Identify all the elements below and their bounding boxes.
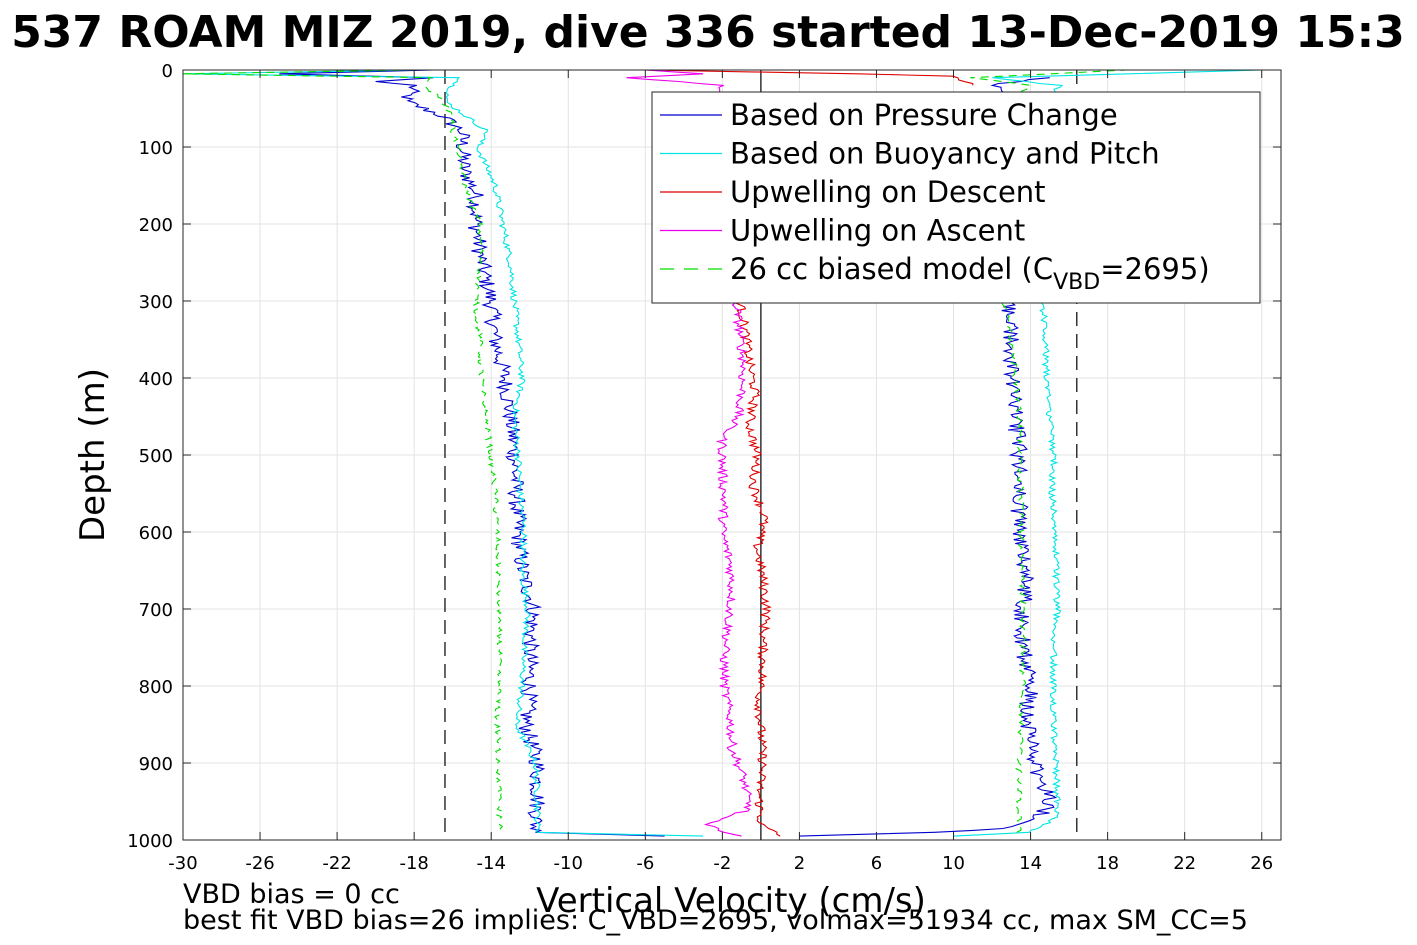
y-tick-label: 200 <box>139 215 173 236</box>
x-tick-label: 6 <box>871 853 882 874</box>
series-line <box>182 69 504 833</box>
x-axis-label: Vertical Velocity (cm/s) <box>536 881 926 921</box>
legend-label: Upwelling on Ascent <box>730 214 1025 248</box>
legend-label: Upwelling on Descent <box>730 175 1046 209</box>
y-axis-ticks: 0 100 200 300 400 500 600 700 800 900 1000 <box>127 61 1281 852</box>
legend: Based on Pressure Change Based on Buoyanc… <box>651 91 1261 304</box>
x-tick-label: -10 <box>554 853 583 874</box>
series-layer <box>182 69 1262 837</box>
x-tick-label: 22 <box>1173 853 1196 874</box>
y-tick-label: 0 <box>162 61 173 82</box>
series-line <box>279 69 665 837</box>
best-fit-note: best fit VBD bias=26 implies: C_VBD=2695… <box>183 905 1248 936</box>
x-tick-label: -26 <box>245 853 274 874</box>
x-tick-label: -14 <box>477 853 506 874</box>
series-line <box>703 300 753 837</box>
legend-box <box>651 91 1261 304</box>
series-line <box>733 300 781 837</box>
series-3 <box>645 69 974 837</box>
legend-label: Based on Buoyancy and Pitch <box>730 137 1160 171</box>
series-line <box>645 69 974 86</box>
y-tick-label: 600 <box>139 523 173 544</box>
x-tick-label: -30 <box>168 853 197 874</box>
y-tick-label: 700 <box>139 600 173 621</box>
vbd-bias-note: VBD bias = 0 cc <box>183 879 400 910</box>
y-tick-label: 800 <box>139 677 173 698</box>
y-tick-label: 500 <box>139 446 173 467</box>
x-tick-label: -6 <box>636 853 654 874</box>
y-tick-label: 100 <box>139 138 173 159</box>
x-tick-label: 2 <box>794 853 805 874</box>
chart-title: 537 ROAM MIZ 2019, dive 336 started 13-D… <box>11 7 1405 58</box>
x-tick-label: -22 <box>322 853 351 874</box>
y-axis-label: Depth (m) <box>73 368 113 542</box>
legend-label: Based on Pressure Change <box>730 98 1118 132</box>
legend-label: 26 cc biased model (CVBD=2695) <box>730 252 1210 295</box>
y-tick-label: 400 <box>139 369 173 390</box>
x-tick-label: 14 <box>1019 853 1042 874</box>
x-tick-label: 26 <box>1250 853 1273 874</box>
x-axis-ticks: -30 -26 -22 -18 -14 -10 -6 -2 2 6 10 14 18 22 26 <box>168 70 1273 874</box>
y-tick-label: 1000 <box>127 831 173 852</box>
series-line <box>182 69 704 837</box>
x-tick-label: 10 <box>942 853 965 874</box>
x-tick-label: -18 <box>399 853 428 874</box>
y-tick-label: 300 <box>139 292 173 313</box>
x-tick-label: 18 <box>1096 853 1119 874</box>
x-tick-label: -2 <box>713 853 731 874</box>
y-tick-label: 900 <box>139 754 173 775</box>
